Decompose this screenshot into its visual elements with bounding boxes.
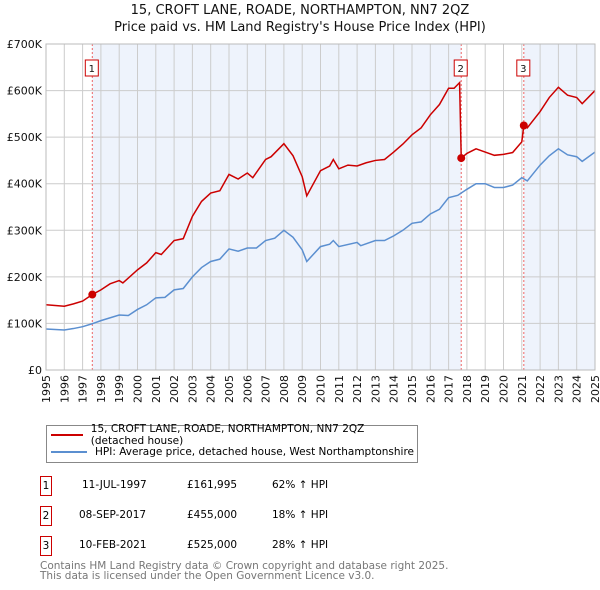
x-tick-label: 2015: [406, 375, 419, 403]
sale-label-box: [84, 59, 99, 77]
x-tick-label: 1999: [113, 375, 126, 403]
sale-hpi-diff: 28% ↑ HPI: [272, 539, 329, 551]
footer: Contains HM Land Registry data © Crown c…: [40, 560, 449, 582]
x-tick-label: 2001: [150, 375, 163, 403]
y-tick-label: £600K: [7, 85, 43, 98]
y-tick-label: £100K: [7, 317, 43, 330]
y-tick-label: £0: [28, 364, 42, 377]
x-tick-label: 2002: [168, 375, 181, 403]
x-tick-label: 2016: [424, 375, 437, 403]
chart-title: 15, CROFT LANE, ROADE, NORTHAMPTON, NN7 …: [130, 3, 470, 18]
shaded-period: [523, 44, 595, 370]
legend-swatch-blue: [51, 451, 87, 453]
x-tick-label: 2008: [278, 375, 291, 403]
x-tick-label: 2012: [351, 375, 364, 403]
plot-area: 1995 1996 1997 1998 1999 2000 2001 2002 2003 2004…: [7, 38, 600, 403]
sale-label-box: [516, 59, 531, 77]
legend-swatch-red: [51, 434, 83, 436]
sale-point: [88, 290, 97, 299]
x-tick-label: 2019: [479, 375, 492, 403]
shaded-period: [92, 44, 462, 370]
x-tick-label: 2022: [534, 375, 547, 403]
sale-label-box: [453, 59, 468, 77]
x-tick-label: 1996: [58, 375, 71, 403]
sale-hpi-diff: 62% ↑ HPI: [272, 479, 329, 491]
sale-label: 1: [89, 64, 95, 75]
sale-date: 11-JUL-1997: [82, 479, 147, 491]
x-tick-label: 2020: [498, 375, 511, 403]
sale-hpi-diff: 18% ↑ HPI: [272, 509, 329, 521]
x-tick-label: 2013: [369, 375, 382, 403]
sale-number: 2: [40, 506, 52, 526]
sale-price: £455,000: [187, 509, 238, 521]
x-tick-label: 2007: [260, 375, 273, 403]
legend: 15, CROFT LANE, ROADE, NORTHAMPTON, NN7 …: [46, 423, 418, 463]
y-tick-label: £200K: [7, 271, 43, 284]
y-tick-label: £400K: [7, 178, 43, 191]
sale-number: 3: [40, 536, 52, 556]
sale-price: £161,995: [187, 479, 238, 491]
x-tick-label: 2018: [461, 375, 474, 403]
y-tick-label: £500K: [7, 131, 43, 144]
legend-item-hpi: HPI: Average price, detached house, West…: [51, 444, 414, 460]
x-tick-label: 2021: [516, 375, 529, 403]
x-tick-label: 2023: [552, 375, 565, 403]
y-tick-label: £700K: [7, 38, 43, 51]
x-tick-label: 2010: [315, 375, 328, 403]
x-tick-label: 2004: [205, 375, 218, 403]
sale-price: £525,000: [187, 539, 238, 551]
x-tick-label: 1995: [40, 375, 53, 403]
sale-label: 2: [458, 64, 464, 75]
sale-date: 10-FEB-2021: [79, 539, 147, 551]
x-tick-label: 2011: [333, 375, 346, 403]
footer-line: This data is licensed under the Open Gov…: [40, 570, 375, 582]
hpi-line: [45, 147, 596, 331]
sale-point: [457, 154, 466, 163]
x-tick-label: 2006: [241, 375, 254, 403]
chart-subtitle: Price paid vs. HM Land Registry's House …: [114, 20, 486, 35]
legend-item-property: 15, CROFT LANE, ROADE, NORTHAMPTON, NN7 …: [51, 423, 417, 447]
x-tick-label: 2024: [571, 375, 584, 403]
sale-label: 3: [520, 64, 526, 75]
footer-line: Contains HM Land Registry data © Crown c…: [40, 560, 449, 572]
legend-label: HPI: Average price, detached house, West…: [95, 446, 414, 458]
x-tick-label: 2014: [388, 375, 401, 403]
legend-label: 15, CROFT LANE, ROADE, NORTHAMPTON, NN7 …: [90, 423, 365, 447]
x-tick-label: 1998: [95, 375, 108, 403]
sale-date: 08-SEP-2017: [79, 509, 147, 521]
sale-number: 1: [40, 476, 52, 496]
price-paid-line: [45, 80, 596, 307]
x-tick-label: 2017: [443, 375, 456, 403]
x-tick-label: 2009: [296, 375, 309, 403]
x-tick-label: 2000: [132, 375, 145, 403]
x-tick-label: 1997: [77, 375, 90, 403]
y-tick-label: £300K: [7, 224, 43, 237]
x-tick-label: 2025: [589, 375, 600, 403]
plot-border: [45, 43, 596, 371]
sale-point: [519, 121, 528, 130]
x-tick-label: 2003: [186, 375, 199, 403]
x-tick-label: 2005: [223, 375, 236, 403]
